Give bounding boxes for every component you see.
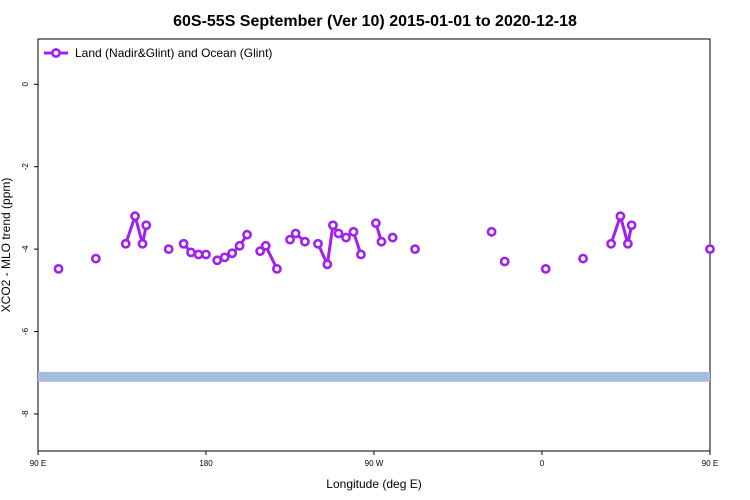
data-point (137, 238, 148, 249)
data-point (290, 228, 301, 239)
series-line (609, 214, 634, 246)
data-point (219, 252, 230, 263)
data-point (705, 244, 715, 255)
data-point (328, 220, 338, 231)
data-point (410, 244, 420, 255)
data-point (212, 255, 223, 266)
data-point (540, 263, 551, 274)
data-point (499, 256, 510, 267)
y-axis-label: XCO2 - MLO trend (ppm) (0, 178, 13, 313)
data-point (255, 246, 266, 257)
legend-label: Land (Nadir&Glint) and Ocean (Glint) (75, 46, 272, 60)
data-point (333, 228, 344, 239)
x-tick-label: 90 W (365, 459, 384, 468)
data-point (260, 240, 271, 251)
data-point (376, 236, 387, 247)
data-point (578, 253, 588, 264)
y-tick-label: 0 (21, 82, 30, 87)
x-tick-label: 180 (199, 459, 213, 468)
data-point (348, 226, 359, 237)
data-point (178, 238, 189, 249)
data-point (615, 211, 626, 222)
series-layer (53, 211, 715, 274)
data-point (486, 226, 497, 237)
data-point (370, 218, 381, 229)
data-point (606, 238, 616, 249)
data-point (356, 249, 366, 260)
data-point (201, 249, 211, 260)
x-axis-label: Longitude (deg E) (326, 477, 421, 491)
data-point (300, 236, 310, 247)
x-tick-label: 0 (540, 459, 545, 468)
y-tick-label: -6 (21, 327, 30, 335)
data-point (622, 238, 633, 249)
y-tick-label: -8 (21, 410, 30, 418)
reference-band (38, 371, 710, 382)
legend: Land (Nadir&Glint) and Ocean (Glint) (44, 46, 272, 60)
data-point (242, 229, 252, 240)
series-line (124, 214, 148, 246)
data-point (285, 234, 295, 245)
x-tick-label: 90 E (702, 459, 718, 468)
data-point (313, 238, 323, 249)
data-point (272, 263, 282, 274)
chart-title: 60S-55S September (Ver 10) 2015-01-01 to… (173, 13, 577, 30)
data-point (193, 249, 204, 260)
y-tick-label: -4 (21, 245, 30, 253)
data-point (90, 253, 101, 264)
data-point (141, 220, 152, 231)
data-point (341, 232, 351, 243)
legend-marker-swatch (51, 48, 61, 58)
x-tick-label: 90 E (30, 459, 46, 468)
y-tick-label: -2 (21, 163, 30, 171)
data-point (322, 259, 333, 270)
data-point (163, 244, 174, 255)
data-point (227, 248, 238, 259)
reference-band-layer (38, 371, 710, 382)
data-point (53, 263, 64, 274)
data-point (130, 211, 140, 222)
data-point (387, 232, 398, 243)
data-point (626, 220, 637, 231)
data-point (234, 240, 245, 251)
data-point (120, 238, 131, 249)
data-point (186, 247, 196, 258)
